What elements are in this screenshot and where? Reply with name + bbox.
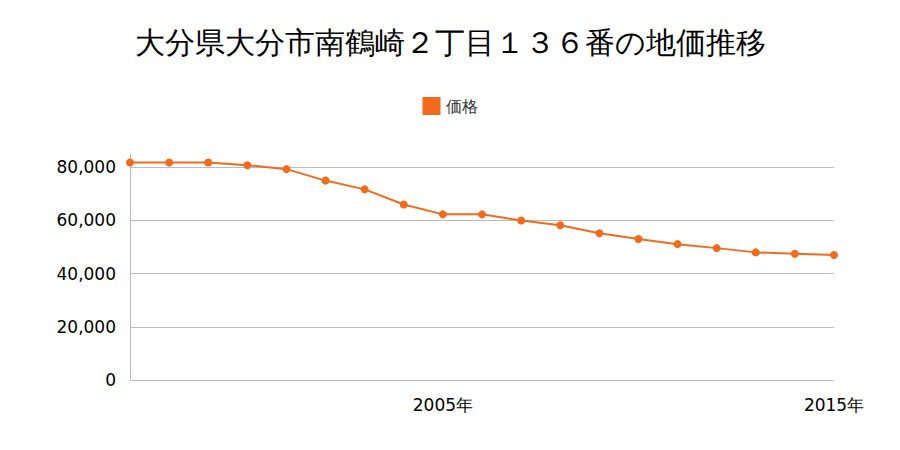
svg-text:2015年: 2015年 — [804, 395, 864, 415]
svg-text:20,000: 20,000 — [57, 317, 116, 337]
svg-text:40,000: 40,000 — [57, 264, 116, 284]
svg-text:60,000: 60,000 — [57, 210, 116, 230]
svg-text:2005年: 2005年 — [413, 395, 473, 415]
svg-text:0: 0 — [105, 370, 116, 390]
svg-text:価格: 価格 — [446, 97, 478, 116]
svg-text:80,000: 80,000 — [57, 157, 116, 177]
svg-text:大分県大分市南鶴崎２丁目１３６番の地価推移: 大分県大分市南鶴崎２丁目１３６番の地価推移 — [135, 25, 766, 60]
